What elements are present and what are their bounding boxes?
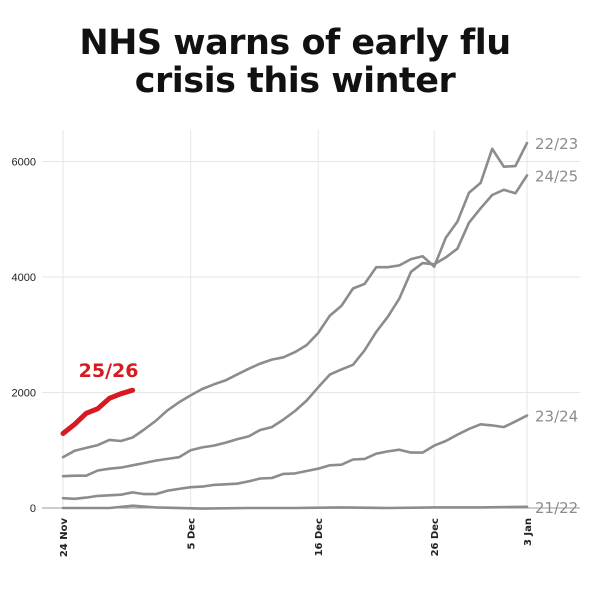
series-line-22-23 bbox=[61, 141, 529, 459]
x-tick-label: 24 Nov bbox=[59, 518, 70, 558]
y-tick-label: 6000 bbox=[12, 157, 36, 169]
x-tick-label: 26 Dec bbox=[430, 518, 441, 556]
series-line-24-25 bbox=[61, 174, 529, 478]
chart-title-line-2: crisis this winter bbox=[134, 61, 456, 101]
x-tick-label: 3 Jan bbox=[523, 518, 534, 546]
x-tick-label: 16 Dec bbox=[314, 518, 325, 556]
series-label-23-24: 23/24 bbox=[535, 408, 578, 426]
chart-title: NHS warns of early flu crisis this winte… bbox=[0, 24, 590, 100]
series-line-21-22 bbox=[61, 504, 529, 510]
series-line-23-24 bbox=[61, 414, 529, 501]
series-label-25-26: 25/26 bbox=[79, 360, 139, 382]
series-line-25-26 bbox=[60, 387, 136, 436]
y-tick-label: 4000 bbox=[12, 272, 36, 284]
series-label-21-22: 21/22 bbox=[535, 499, 578, 517]
series-label-22-23: 22/23 bbox=[535, 135, 578, 153]
y-tick-label: 0 bbox=[30, 503, 36, 515]
y-tick-label: 2000 bbox=[12, 388, 36, 400]
x-tick-label: 5 Dec bbox=[187, 518, 198, 550]
series-label-24-25: 24/25 bbox=[535, 167, 578, 185]
chart-title-line-1: NHS warns of early flu bbox=[79, 23, 511, 63]
